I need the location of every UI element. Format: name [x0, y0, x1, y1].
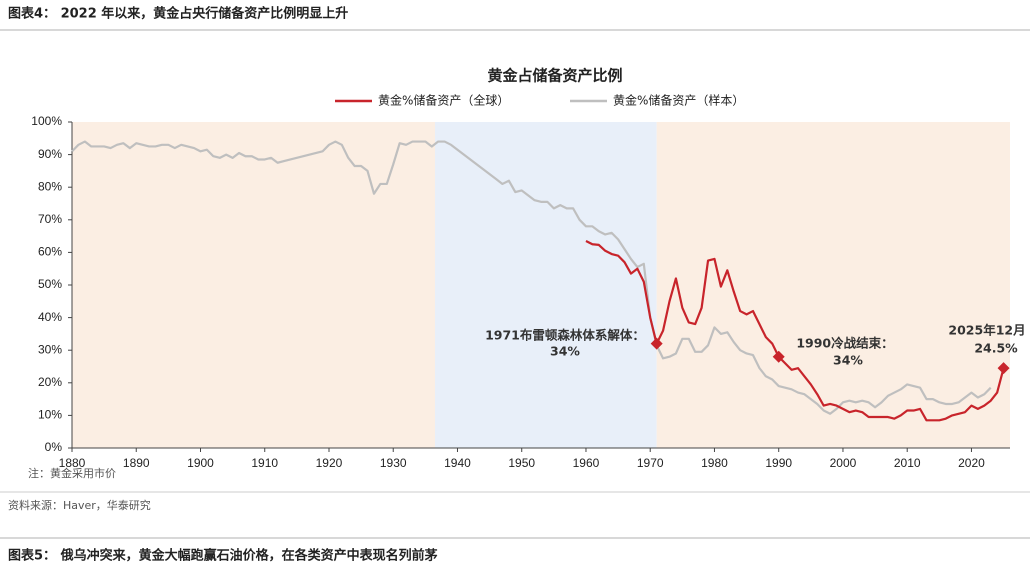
x-tick-label: 1890 [123, 456, 150, 470]
y-tick-label: 100% [31, 114, 62, 128]
source: 资料来源：Haver，华泰研究 [8, 498, 151, 512]
y-tick-label: 40% [38, 310, 62, 324]
annotation-text: 24.5% [974, 341, 1018, 356]
x-tick-label: 1950 [508, 456, 535, 470]
legend-label: 黄金%储备资产（全球） [378, 93, 509, 108]
annotation-text: 1971布雷顿森林体系解体： [485, 328, 645, 343]
annotation-text: 1990冷战结束： [796, 336, 893, 351]
x-tick-label: 1940 [444, 456, 471, 470]
x-tick-label: 1910 [251, 456, 278, 470]
x-tick-label: 1900 [187, 456, 214, 470]
x-tick-label: 1960 [573, 456, 600, 470]
legend-label: 黄金%储备资产（样本） [613, 93, 744, 108]
x-tick-label: 1980 [701, 456, 728, 470]
x-tick-label: 1930 [380, 456, 407, 470]
shaded-period [656, 122, 1010, 448]
x-tick-label: 1990 [765, 456, 792, 470]
annotation-marker [650, 337, 663, 350]
note: 注：黄金采用市价 [28, 466, 116, 480]
annotation-marker [772, 350, 785, 363]
x-tick-label: 1970 [637, 456, 664, 470]
y-tick-label: 30% [38, 342, 62, 356]
y-tick-label: 80% [38, 179, 62, 193]
y-tick-label: 50% [38, 277, 62, 291]
series-line [71, 140, 992, 415]
annotation-text: 34% [550, 344, 580, 359]
y-tick-label: 70% [38, 212, 62, 226]
annotation-text: 2025年12月 [948, 323, 1025, 338]
plot: 0% 10% 20% 30% 40% 50% 60% 70% 80% 90% 100% 1880 189… [31, 93, 1025, 471]
x-tick-label: 1880 [59, 456, 86, 470]
chart-title: 黄金占储备资产比例 [487, 67, 622, 85]
y-tick-label: 60% [38, 245, 62, 259]
shaded-period [72, 122, 435, 448]
x-tick-label: 2000 [830, 456, 857, 470]
annotation-text: 34% [833, 353, 863, 368]
x-tick-label: 2010 [894, 456, 921, 470]
y-tick-label: 0% [45, 440, 63, 454]
y-tick-label: 90% [38, 147, 62, 161]
annotation-marker [997, 362, 1010, 375]
figure-title: 图表4： 2022 年以来，黄金占央行储备资产比例明显上升 [8, 6, 348, 22]
next-figure-title: 图表5： 俄乌冲突来，黄金大幅跑赢石油价格，在各类资产中表现名列前茅 [8, 548, 438, 564]
x-tick-label: 2020 [958, 456, 985, 470]
y-tick-label: 10% [38, 408, 62, 422]
x-tick-label: 1920 [316, 456, 343, 470]
shaded-period [434, 122, 657, 448]
y-tick-label: 20% [38, 375, 62, 389]
